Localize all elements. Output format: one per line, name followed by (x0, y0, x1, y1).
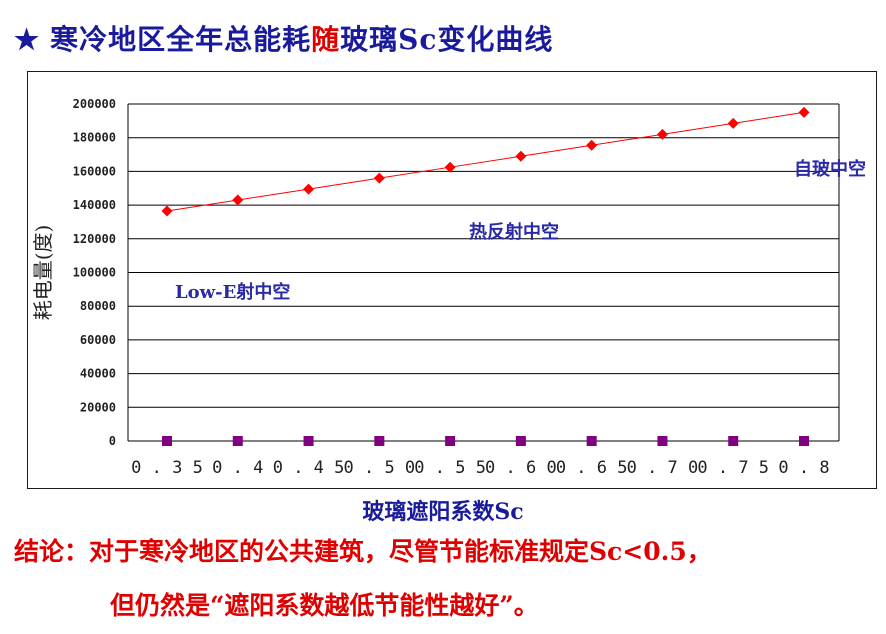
y-tick-label: 100000 (73, 266, 116, 280)
data-point (445, 436, 456, 446)
chart-annotation: 自玻中空 (794, 158, 866, 180)
data-point (444, 161, 456, 173)
title-text-2: 玻璃Sc变化曲线 (340, 23, 554, 56)
data-point (586, 436, 597, 446)
data-point (799, 436, 809, 446)
y-tick-label: 160000 (73, 164, 116, 178)
chart-annotation: 热反射中空 (469, 221, 559, 243)
y-axis-label: 耗电量(度) (31, 225, 55, 321)
slide-title: ★ 寒冷地区全年总能耗随玻璃Sc变化曲线 (14, 18, 553, 58)
data-point (232, 436, 243, 446)
title-highlight: 随 (311, 23, 341, 56)
x-tick-label: 0 . 6 0 (485, 458, 557, 478)
x-tick-label: 0 . 4 5 (273, 458, 345, 478)
data-point (161, 205, 173, 217)
y-tick-label: 20000 (80, 400, 116, 414)
conclusion-line-1: 结论：对于寒冷地区的公共建筑，尽管节能标准规定Sc<0.5， (14, 537, 712, 566)
data-point (162, 436, 172, 446)
y-tick-label: 60000 (80, 333, 116, 347)
y-tick-label: 180000 (73, 131, 116, 145)
data-point (727, 117, 739, 129)
data-point (657, 436, 668, 446)
data-point (303, 183, 315, 195)
y-tick-label: 200000 (73, 97, 116, 111)
data-point (373, 172, 385, 184)
chart: 2000001800001600001400001200001000008000… (31, 97, 866, 478)
y-tick-label: 120000 (73, 232, 116, 246)
y-tick-label: 80000 (80, 299, 116, 313)
data-point (515, 150, 527, 162)
x-tick-label: 0 . 5 0 (344, 458, 416, 478)
title-text-1: 寒冷地区全年总能耗 (50, 23, 312, 56)
data-point (798, 106, 810, 118)
data-point (728, 436, 739, 446)
chart-annotation: Low-E射中空 (175, 281, 290, 303)
x-tick-label: 0 . 3 5 (131, 458, 203, 478)
data-point (232, 194, 244, 206)
x-axis-label: 玻璃遮阳系数Sc (362, 499, 524, 525)
chart-frame: 200000 180000 160000 140000 120000 100000 8000… (27, 71, 877, 489)
star-icon: ★ (14, 23, 41, 56)
data-point (656, 128, 668, 140)
x-tick-label: 0 . 4 (212, 458, 263, 478)
x-tick-label: 0 . 7 5 (697, 458, 769, 478)
x-tick-label: 0 . 5 5 (414, 458, 486, 478)
data-point (374, 436, 385, 446)
y-tick-label: 0 (109, 434, 116, 448)
conclusion-line-2: 但仍然是“遮阳系数越低节能性越好”。 (110, 591, 539, 620)
data-point (515, 436, 526, 446)
x-tick-label: 0 . 7 0 (627, 458, 699, 478)
series-line (166, 111, 805, 212)
data-point (586, 139, 598, 151)
x-tick-label: 0 . 6 5 (556, 458, 628, 478)
data-point (303, 436, 314, 446)
x-tick-label: 0 . 8 (778, 458, 829, 478)
y-tick-label: 40000 (80, 367, 116, 381)
y-tick-label: 140000 (73, 198, 116, 212)
